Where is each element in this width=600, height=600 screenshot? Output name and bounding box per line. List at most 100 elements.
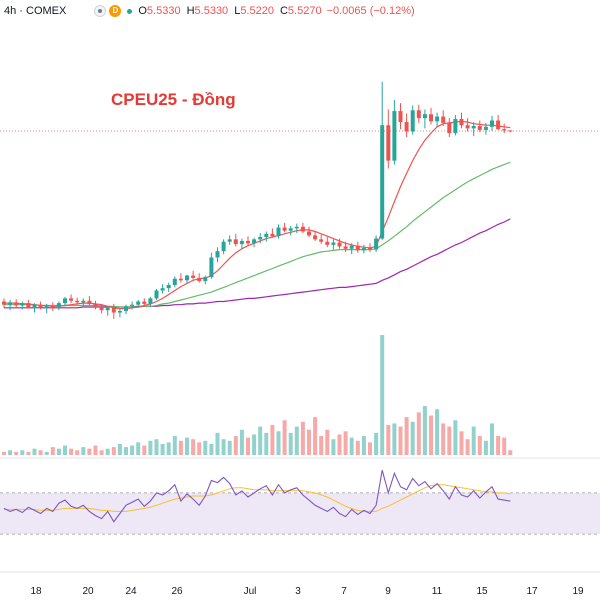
rsi-ma-line [4,484,511,512]
candle-body [422,114,427,119]
candle-body [172,278,177,286]
candle-body [130,304,135,307]
candle-body [282,227,287,231]
candle-body [203,277,208,282]
candle-body [496,120,501,130]
volume-bar [435,409,440,455]
volume-bar [38,450,43,455]
x-tick-label: 20 [82,586,94,597]
volume-bar [227,440,232,455]
candle-body [477,126,482,130]
candle-body [117,310,122,313]
volume-bar [453,420,458,455]
volume-bar [136,442,141,455]
volume-bar [441,423,446,455]
candle-body [264,233,269,237]
candle-body [355,245,360,251]
volume-bar [148,440,153,455]
volume-bar [416,412,421,455]
volume-bar [32,448,37,455]
volume-bar [404,417,409,455]
eye-icon[interactable] [94,5,107,17]
candle-body [380,125,385,239]
volume-bar [215,432,220,455]
candle-body [398,111,403,123]
candle-body [288,228,293,231]
x-tick-label: 24 [125,586,137,597]
volume-bar [349,437,354,455]
candle-body [50,306,55,308]
rsi-line [3,470,511,523]
candle-body [148,298,153,304]
candle-body [368,248,372,250]
candle-body [361,248,366,251]
volume-bar [154,439,159,455]
candle-body [87,300,92,304]
candle-body [246,240,250,244]
candle-body [2,301,6,305]
candle-body [93,303,98,308]
candle-body [233,239,238,245]
candle-body [483,126,488,130]
candle-body [44,306,49,308]
candle-body [459,118,464,126]
candle-body [435,116,440,122]
volume-bar [221,439,226,455]
candle-body [227,239,232,242]
candle-body [270,233,275,237]
candle-body [26,303,31,308]
low-value: 5.5220 [240,5,274,17]
candle-body [38,304,43,308]
change-value: −0.0065 (−0.12%) [326,5,415,17]
candle-body [502,129,507,131]
volume-bar [185,437,189,455]
d-badge-icon[interactable]: D [109,5,122,17]
volume-bar [307,429,311,455]
candle-body [307,231,311,236]
candle-body [221,241,226,252]
open-value: 5.5330 [146,5,181,17]
symbol-label[interactable]: 4h · COMEX [4,5,67,17]
volume-bar [374,432,379,455]
volume-bar [252,434,257,455]
volume-bar [276,431,281,455]
candle-body [276,227,281,237]
candle-body [349,245,354,249]
volume-bar [429,415,433,455]
volume-bar [483,440,488,455]
chart-header: 4h · COMEX D O 5.5330 H 5.5330 L 5.5220 C 5.… [0,0,600,22]
candle-body [294,226,299,229]
close-value: 5.5270 [287,5,322,17]
volume-bar [422,406,427,455]
candle-body [416,110,421,119]
candle-body [81,300,86,303]
volume-bar [178,440,183,455]
volume-bar [410,421,415,455]
volume-bar [8,450,13,455]
candle-body [441,116,446,123]
volume-bar [99,450,104,455]
candle-body [490,120,494,127]
volume-bar [191,439,196,455]
x-tick-label: 7 [341,586,347,597]
candle-body [124,306,128,311]
volume-bar [117,443,122,455]
candle-body [258,236,263,240]
volume-bar [343,431,348,455]
volume-bar [465,439,470,455]
candle-body [252,239,257,244]
candle-body [8,302,13,305]
candle-body [343,246,348,249]
volume-bar [288,432,293,455]
candle-body [447,122,452,134]
volume-bar [160,443,165,455]
volume-bar [56,448,61,455]
candle-body [508,130,513,132]
volume-bar [294,426,299,455]
x-tick-label: Jul [244,586,257,597]
x-axis: 18 20 24 26 Jul 3 7 9 11 15 17 19 [30,586,584,597]
volume-bar [14,451,19,455]
volume-bar [392,423,397,455]
candle-body [136,301,141,305]
